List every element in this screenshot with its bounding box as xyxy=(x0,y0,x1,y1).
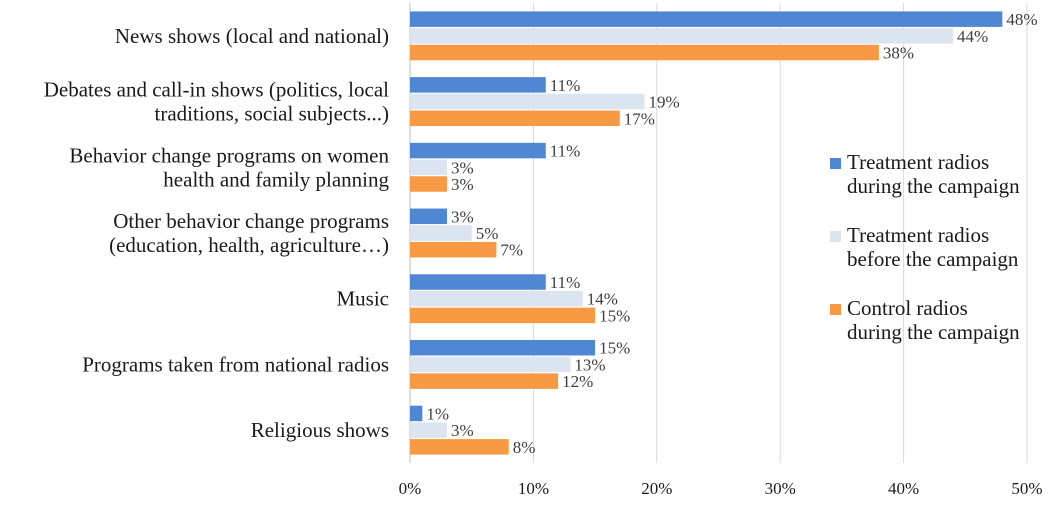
legend-label: during the campaign xyxy=(847,174,1020,198)
bar xyxy=(410,307,596,324)
bar xyxy=(410,373,559,389)
category-labels: News shows (local and national) Debates a… xyxy=(44,24,390,442)
data-label: 15% xyxy=(599,339,630,358)
bar xyxy=(410,159,448,176)
x-tick-label: 40% xyxy=(888,479,919,498)
bar xyxy=(410,274,546,290)
legend-label: Treatment radios xyxy=(847,150,989,174)
data-label: 5% xyxy=(476,224,499,243)
category-label: Music xyxy=(337,287,390,311)
bar xyxy=(410,142,546,159)
data-label: 7% xyxy=(500,241,523,260)
x-tick-label: 30% xyxy=(765,479,796,498)
data-label: 3% xyxy=(451,175,474,194)
x-tick-labels: 0% 10% 20% 30% 40% 50% xyxy=(399,479,1043,498)
category-label: traditions, social subjects...) xyxy=(155,102,389,126)
bar xyxy=(410,439,509,455)
category-label: Behavior change programs on women xyxy=(69,143,389,167)
bar xyxy=(410,241,497,258)
bar xyxy=(410,11,1003,27)
data-label: 14% xyxy=(587,290,618,309)
legend-label: before the campaign xyxy=(847,247,1019,271)
bar xyxy=(410,77,546,93)
legend-swatch xyxy=(830,231,841,242)
bar xyxy=(410,28,953,44)
bar xyxy=(410,339,596,356)
data-label: 11% xyxy=(550,142,581,161)
bars xyxy=(410,11,1003,455)
bar xyxy=(410,208,448,225)
x-tick-label: 0% xyxy=(399,479,422,498)
data-label: 11% xyxy=(550,273,581,292)
legend-label: Treatment radios xyxy=(847,223,989,247)
legend-label: Control radios xyxy=(847,296,968,320)
category-label: health and family planning xyxy=(163,167,389,191)
data-label: 19% xyxy=(648,93,679,112)
category-label: (education, health, agriculture…) xyxy=(109,233,389,257)
bar xyxy=(410,93,645,110)
bar xyxy=(410,225,472,241)
data-label: 3% xyxy=(451,421,474,440)
category-label: Programs taken from national radios xyxy=(82,352,389,376)
bar xyxy=(410,176,448,192)
category-label: Debates and call-in shows (politics, loc… xyxy=(44,78,389,102)
bar xyxy=(410,44,879,61)
data-label: 12% xyxy=(562,372,593,391)
bar xyxy=(410,110,620,127)
legend-swatch xyxy=(830,158,841,169)
legend-swatch xyxy=(830,304,841,315)
x-tick-label: 50% xyxy=(1011,479,1042,498)
category-label: Religious shows xyxy=(251,418,389,442)
bar xyxy=(410,405,423,422)
data-label: 17% xyxy=(624,109,655,128)
data-label: 15% xyxy=(599,306,630,325)
data-label: 38% xyxy=(883,44,914,63)
data-label: 11% xyxy=(550,76,581,95)
bar xyxy=(410,356,571,373)
data-labels: 48%44%38%11%19%17%11%3%3%3%5%7%11%14%15%… xyxy=(426,10,1037,457)
legend-label: during the campaign xyxy=(847,320,1020,344)
data-label: 1% xyxy=(426,404,449,423)
category-label: News shows (local and national) xyxy=(115,24,389,48)
bar xyxy=(410,422,448,438)
data-label: 48% xyxy=(1006,10,1037,29)
data-label: 3% xyxy=(451,158,474,177)
x-tick-label: 20% xyxy=(641,479,672,498)
data-label: 13% xyxy=(574,355,605,374)
x-tick-label: 10% xyxy=(518,479,549,498)
data-label: 44% xyxy=(957,27,988,46)
data-label: 3% xyxy=(451,207,474,226)
category-label: Other behavior change programs xyxy=(113,209,389,233)
bar xyxy=(410,290,583,307)
data-label: 8% xyxy=(513,438,536,457)
